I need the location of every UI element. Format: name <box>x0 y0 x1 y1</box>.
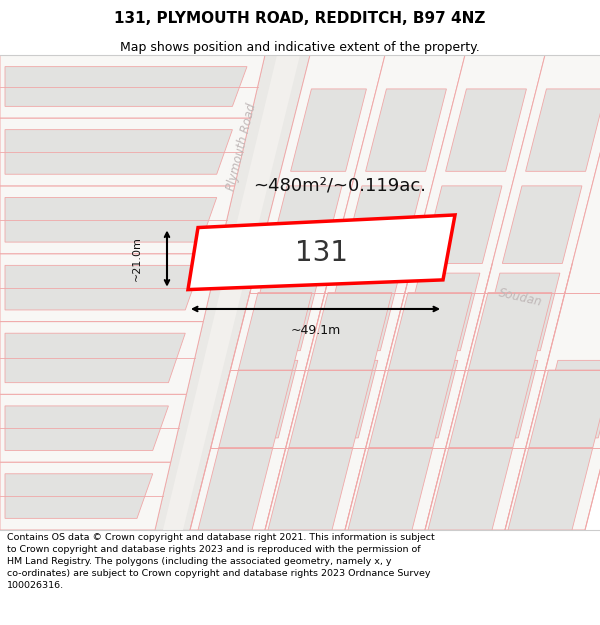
Polygon shape <box>298 361 378 438</box>
Polygon shape <box>505 55 600 530</box>
Polygon shape <box>245 273 320 351</box>
Polygon shape <box>508 448 593 530</box>
Polygon shape <box>348 448 433 530</box>
Polygon shape <box>369 370 452 448</box>
Polygon shape <box>388 292 472 370</box>
Polygon shape <box>422 186 502 263</box>
Polygon shape <box>481 273 560 351</box>
Polygon shape <box>268 448 353 530</box>
Text: Plymouth Road: Plymouth Road <box>225 102 259 192</box>
Polygon shape <box>289 370 373 448</box>
Polygon shape <box>290 89 367 171</box>
Text: 131: 131 <box>295 239 347 267</box>
Polygon shape <box>223 361 298 438</box>
Polygon shape <box>268 186 342 263</box>
Polygon shape <box>5 67 247 106</box>
Text: Soudan: Soudan <box>497 286 543 309</box>
Text: Contains OS data © Crown copyright and database right 2021. This information is : Contains OS data © Crown copyright and d… <box>7 533 435 591</box>
Polygon shape <box>190 55 385 530</box>
Polygon shape <box>400 273 480 351</box>
Polygon shape <box>5 198 217 242</box>
Polygon shape <box>529 370 600 448</box>
Polygon shape <box>378 361 458 438</box>
Polygon shape <box>343 186 422 263</box>
Polygon shape <box>5 406 169 451</box>
Polygon shape <box>163 55 300 530</box>
Text: 131, PLYMOUTH ROAD, REDDITCH, B97 4NZ: 131, PLYMOUTH ROAD, REDDITCH, B97 4NZ <box>115 11 485 26</box>
Polygon shape <box>365 89 446 171</box>
Polygon shape <box>345 55 545 530</box>
Polygon shape <box>0 254 219 322</box>
Text: ~480m²/~0.119ac.: ~480m²/~0.119ac. <box>254 177 427 195</box>
Polygon shape <box>198 448 273 530</box>
Polygon shape <box>0 186 235 254</box>
Polygon shape <box>238 292 312 370</box>
Polygon shape <box>425 55 600 530</box>
Polygon shape <box>5 266 201 310</box>
Polygon shape <box>449 370 532 448</box>
Polygon shape <box>340 239 600 361</box>
Polygon shape <box>428 448 513 530</box>
Polygon shape <box>446 89 526 171</box>
Polygon shape <box>0 462 171 530</box>
Text: ~49.1m: ~49.1m <box>290 324 341 337</box>
Polygon shape <box>5 474 153 518</box>
Polygon shape <box>5 333 185 382</box>
Polygon shape <box>0 55 60 113</box>
Polygon shape <box>320 273 400 351</box>
Polygon shape <box>0 118 250 186</box>
Text: ~21.0m: ~21.0m <box>132 236 142 281</box>
Polygon shape <box>0 55 265 118</box>
Polygon shape <box>5 129 232 174</box>
Polygon shape <box>308 292 392 370</box>
Polygon shape <box>502 186 582 263</box>
Polygon shape <box>526 89 600 171</box>
Polygon shape <box>469 292 552 370</box>
Text: Map shows position and indicative extent of the property.: Map shows position and indicative extent… <box>120 41 480 54</box>
Polygon shape <box>538 361 600 438</box>
Polygon shape <box>265 55 465 530</box>
Polygon shape <box>0 322 203 394</box>
Polygon shape <box>219 370 292 448</box>
Polygon shape <box>188 215 455 289</box>
Polygon shape <box>0 394 187 462</box>
Polygon shape <box>155 55 310 530</box>
Polygon shape <box>458 361 538 438</box>
